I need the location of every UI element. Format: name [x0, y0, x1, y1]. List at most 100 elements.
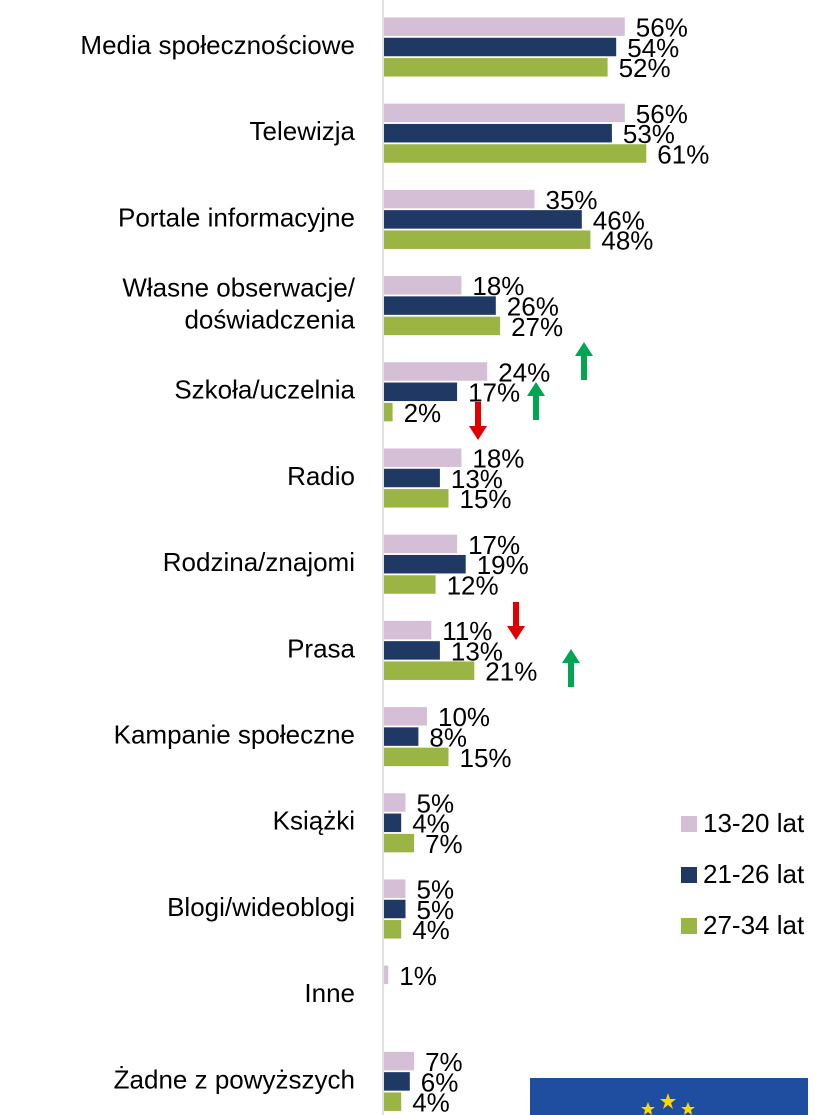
- category-label: Książki: [273, 806, 355, 836]
- bar: [384, 575, 436, 594]
- legend-label: 13-20 lat: [703, 808, 805, 838]
- bar: [384, 103, 625, 123]
- bar: [384, 813, 402, 833]
- value-label: 17%: [468, 530, 520, 560]
- bar: [384, 879, 406, 898]
- value-label: 6%: [421, 1067, 459, 1097]
- bar: [384, 707, 427, 726]
- bar: [384, 620, 432, 640]
- value-label: 10%: [438, 702, 490, 732]
- bar: [384, 37, 617, 57]
- category-label: Własne obserwacje/doświadczenia: [122, 272, 355, 334]
- value-label: 4%: [412, 1088, 450, 1115]
- bar: [384, 296, 496, 315]
- category-label: Kampanie społeczne: [114, 719, 355, 749]
- bar: [384, 17, 625, 36]
- arrow-down: [507, 602, 525, 640]
- legend-swatch: [681, 867, 697, 883]
- category-label: Inne: [304, 978, 355, 1008]
- bar: [384, 1072, 410, 1091]
- bar: [384, 727, 419, 746]
- bar: [384, 554, 466, 574]
- category-label: Blogi/wideoblogi: [167, 892, 355, 922]
- legend-swatch: [681, 918, 697, 934]
- arrow-up: [575, 342, 593, 380]
- value-label: 8%: [429, 722, 467, 752]
- value-label: 24%: [498, 357, 550, 387]
- value-label: 7%: [425, 829, 463, 859]
- value-label: 15%: [460, 484, 512, 514]
- star: [681, 1102, 695, 1115]
- category-label: Rodzina/znajomi: [163, 547, 355, 577]
- value-label: 52%: [619, 53, 671, 83]
- legend-label: 27-34 lat: [703, 910, 805, 940]
- value-label: 18%: [472, 444, 524, 474]
- bar: [384, 316, 501, 336]
- value-label: 5%: [417, 895, 455, 925]
- legend-label: 21-26 lat: [703, 859, 805, 889]
- eu-flag: [530, 1078, 808, 1115]
- value-label: 4%: [412, 915, 450, 945]
- value-label: 17%: [468, 378, 520, 408]
- category-label: Żadne z powyższych: [114, 1064, 355, 1094]
- bar: [384, 489, 449, 508]
- value-label: 12%: [447, 570, 499, 600]
- value-label: 56%: [636, 99, 688, 129]
- value-label: 11%: [442, 616, 492, 646]
- arrow-up: [562, 649, 580, 687]
- legend-swatch: [681, 816, 697, 832]
- bar: [384, 833, 415, 853]
- value-label: 13%: [451, 636, 503, 666]
- value-label: 48%: [601, 226, 653, 256]
- bar: [384, 747, 449, 767]
- bar: [384, 1051, 415, 1071]
- bar: [384, 123, 612, 143]
- bar: [384, 210, 582, 229]
- bar: [384, 1092, 402, 1111]
- bar: [384, 661, 475, 680]
- bar: [384, 448, 462, 467]
- bar: [384, 920, 402, 939]
- arrow-up: [527, 382, 545, 420]
- value-label: 19%: [477, 550, 529, 580]
- bar: [384, 230, 591, 249]
- bar: [384, 641, 440, 660]
- category-label: Telewizja: [250, 116, 356, 146]
- value-label: 53%: [623, 119, 675, 149]
- bar: [384, 58, 608, 77]
- value-label: 5%: [417, 788, 455, 818]
- value-label: 1%: [399, 961, 437, 991]
- bar: [384, 899, 406, 919]
- bar: [384, 382, 458, 402]
- value-label: 4%: [412, 809, 450, 839]
- bar: [384, 793, 406, 812]
- value-label: 46%: [593, 205, 645, 235]
- arrow-down: [469, 402, 487, 440]
- value-label: 18%: [472, 271, 524, 301]
- bar: [384, 189, 535, 209]
- category-label: Radio: [287, 461, 355, 491]
- star: [641, 1102, 655, 1115]
- category-label: Prasa: [287, 633, 355, 663]
- value-label: 13%: [451, 464, 503, 494]
- bar: [384, 534, 458, 554]
- value-label: 27%: [511, 312, 563, 342]
- value-label: 21%: [485, 657, 537, 687]
- bar: [384, 965, 389, 985]
- value-label: 5%: [417, 875, 455, 905]
- value-label: 54%: [627, 33, 679, 63]
- star: [660, 1093, 676, 1109]
- value-label: 35%: [546, 185, 598, 215]
- value-label: 56%: [636, 13, 688, 43]
- value-label: 26%: [507, 291, 559, 321]
- trend-arrows: [469, 342, 593, 687]
- category-label: Portale informacyjne: [118, 202, 355, 232]
- bar: [384, 144, 647, 163]
- value-label: 7%: [425, 1047, 463, 1077]
- category-label: Szkoła/uczelnia: [174, 375, 355, 405]
- category-label: Media społecznościowe: [80, 30, 355, 60]
- bar: [384, 276, 462, 295]
- bar: [384, 362, 488, 381]
- bar: [384, 402, 393, 422]
